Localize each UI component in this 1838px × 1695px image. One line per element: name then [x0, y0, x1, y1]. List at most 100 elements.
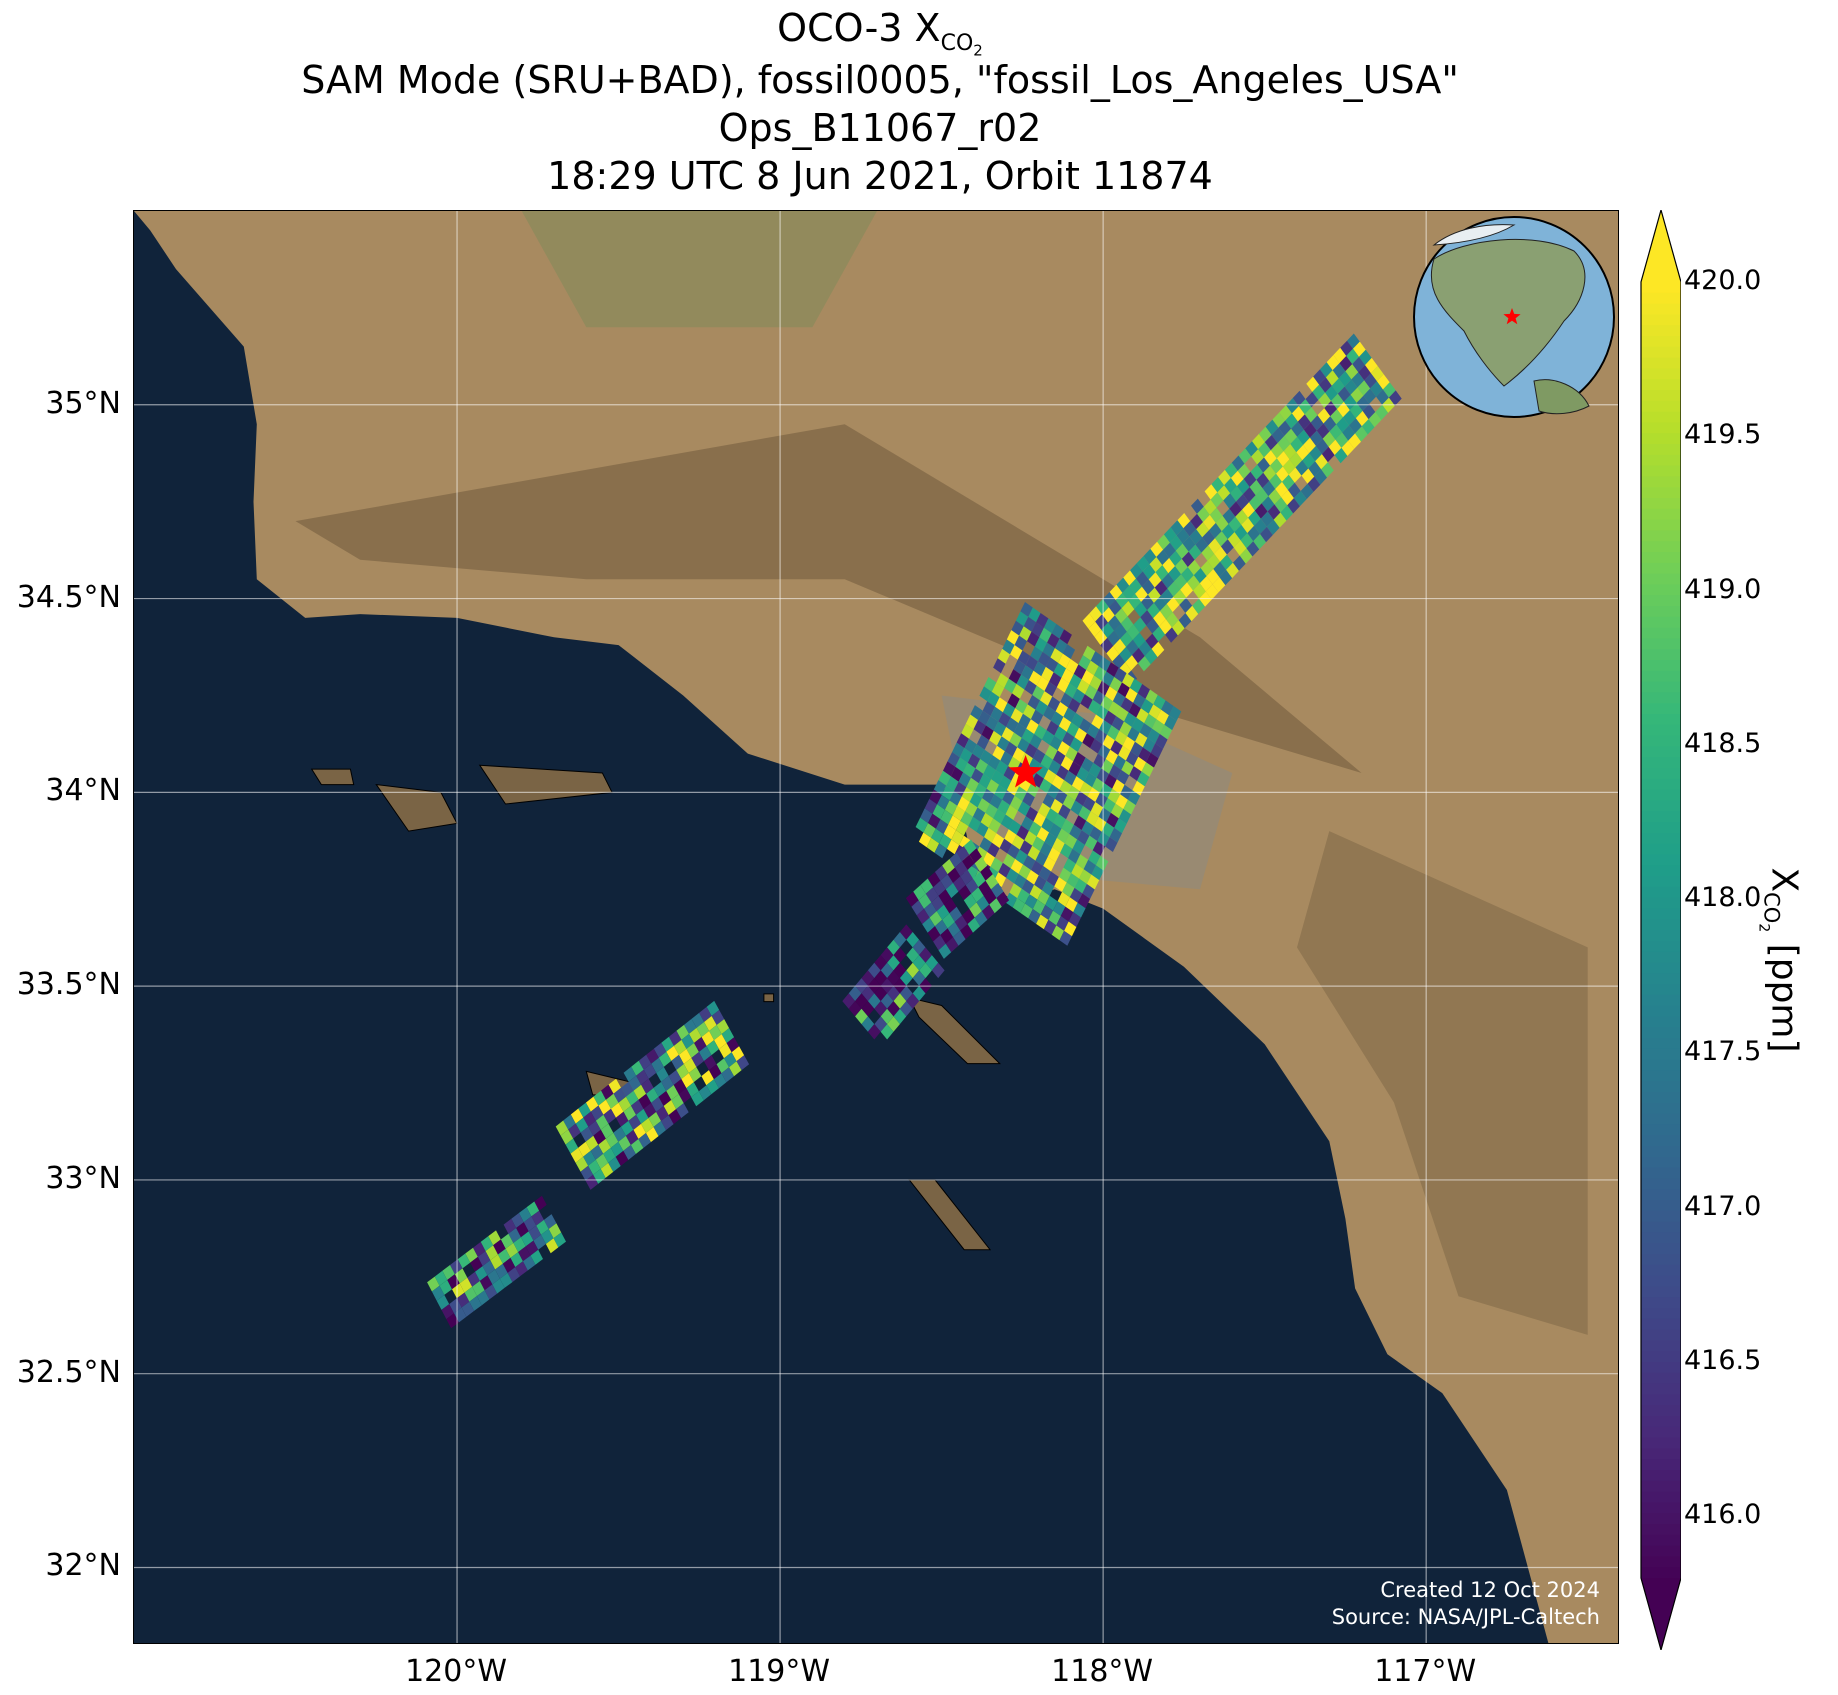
- sounding-cell: [1033, 661, 1046, 677]
- sounding-cell: [887, 1016, 900, 1032]
- sounding-cell: [633, 1123, 646, 1139]
- sounding-cell: [969, 848, 982, 864]
- sounding-cell: [1034, 875, 1047, 891]
- sounding-cell: [1334, 447, 1348, 464]
- colorbar-title-unit: [ppm]: [1763, 932, 1805, 1053]
- sounding-cell: [1210, 492, 1224, 508]
- sounding-cell: [1135, 571, 1149, 587]
- sounding-cell: [1030, 709, 1044, 725]
- sounding-cell: [1051, 711, 1064, 727]
- map-panel[interactable]: Created 12 Oct 2024 Source: NASA/JPL-Cal…: [133, 210, 1619, 1644]
- colorbar-band: [1641, 1524, 1681, 1536]
- sounding-cell: [1082, 645, 1096, 661]
- sounding-cell: [966, 777, 979, 793]
- sounding-cell: [1330, 409, 1343, 425]
- sounding-cell: [1064, 921, 1077, 937]
- colorbar-band: [1641, 1221, 1681, 1233]
- colorbar-band: [1641, 1567, 1681, 1579]
- sounding-cell: [965, 802, 978, 817]
- sounding-cell: [1069, 737, 1083, 752]
- sounding-cell: [1152, 626, 1166, 642]
- sounding-cell: [1041, 666, 1054, 682]
- sounding-cell: [1120, 697, 1134, 713]
- sounding-cell: [972, 807, 986, 823]
- sounding-cell: [1224, 462, 1238, 478]
- colorbar-band: [1641, 843, 1681, 855]
- sounding-cell: [1157, 534, 1170, 550]
- sounding-cell: [1107, 725, 1120, 741]
- colorbar-band: [1641, 670, 1681, 683]
- sounding-cell: [1074, 727, 1087, 743]
- sounding-cell: [842, 993, 856, 1009]
- sounding-cell: [918, 832, 932, 848]
- sounding-cell: [965, 714, 979, 730]
- sounding-cell: [1084, 772, 1097, 788]
- sounding-cell: [641, 1078, 654, 1094]
- sounding-cell: [1137, 656, 1151, 672]
- colorbar-band: [1641, 735, 1681, 747]
- sounding-cell: [598, 1099, 611, 1115]
- sounding-cell: [1129, 578, 1142, 594]
- sounding-cell: [469, 1296, 482, 1311]
- sounding-cell: [1351, 372, 1365, 388]
- sounding-cell: [1028, 821, 1042, 837]
- sounding-cell: [1168, 705, 1182, 721]
- sounding-cell: [1058, 716, 1072, 732]
- sounding-cell: [1227, 532, 1241, 548]
- sounding-cell: [880, 1008, 894, 1025]
- sounding-cell: [1234, 524, 1248, 541]
- sounding-cell: [1226, 562, 1239, 579]
- sounding-cell: [482, 1260, 496, 1276]
- sounding-cell: [1138, 747, 1151, 763]
- sounding-cell: [887, 970, 900, 986]
- sounding-cell: [1283, 444, 1297, 460]
- sounding-cell: [1279, 405, 1292, 421]
- sounding-cell: [610, 1141, 624, 1157]
- central-valley: [521, 211, 877, 328]
- sounding-cell: [713, 1073, 727, 1089]
- sounding-cell: [1155, 734, 1168, 749]
- sounding-cell: [1168, 566, 1181, 582]
- sounding-cell: [1031, 622, 1044, 638]
- sounding-cell: [1282, 459, 1296, 475]
- sounding-cell: [1153, 595, 1167, 612]
- santa-catalina-island: [908, 997, 1002, 1065]
- sounding-cell: [1331, 378, 1345, 394]
- sounding-cell: [1200, 560, 1214, 577]
- sounding-cell: [593, 1090, 606, 1106]
- sounding-cell: [945, 882, 959, 899]
- sounding-cell: [1230, 486, 1243, 502]
- sounding-cell: [1008, 820, 1022, 835]
- sounding-cell: [1125, 751, 1139, 767]
- sounding-cell: [1122, 673, 1135, 688]
- sounding-cell: [1109, 677, 1122, 692]
- sounding-cell: [1007, 693, 1020, 709]
- sounding-cell: [1010, 708, 1023, 724]
- sounding-cell: [927, 926, 941, 942]
- sounding-cell: [867, 1024, 881, 1040]
- sounding-cell: [1069, 887, 1083, 903]
- sounding-cell: [962, 854, 975, 870]
- sounding-cell: [1071, 863, 1084, 879]
- sounding-cell: [528, 1225, 541, 1241]
- sounding-cell: [1353, 341, 1366, 357]
- sounding-cell: [1239, 548, 1253, 564]
- sounding-cell: [964, 738, 977, 754]
- colorbar-band: [1641, 476, 1681, 488]
- sounding-cell: [1349, 418, 1362, 434]
- colorbar-band: [1641, 487, 1681, 499]
- sounding-cell: [1013, 659, 1026, 675]
- sounding-cell: [1051, 925, 1065, 941]
- sounding-cell: [1341, 440, 1355, 456]
- colorbar-band: [1641, 962, 1681, 974]
- colorbar-band: [1641, 1059, 1681, 1071]
- sounding-cell: [1039, 627, 1052, 643]
- colorbar-band: [1641, 919, 1681, 931]
- sounding-cell: [973, 720, 986, 735]
- sounding-cell: [1370, 366, 1384, 382]
- sounding-cell: [982, 701, 995, 717]
- sounding-cell: [1121, 760, 1134, 776]
- sounding-cell: [694, 1037, 707, 1052]
- map-canvas[interactable]: [134, 211, 1619, 1644]
- sounding-cell: [1201, 545, 1215, 561]
